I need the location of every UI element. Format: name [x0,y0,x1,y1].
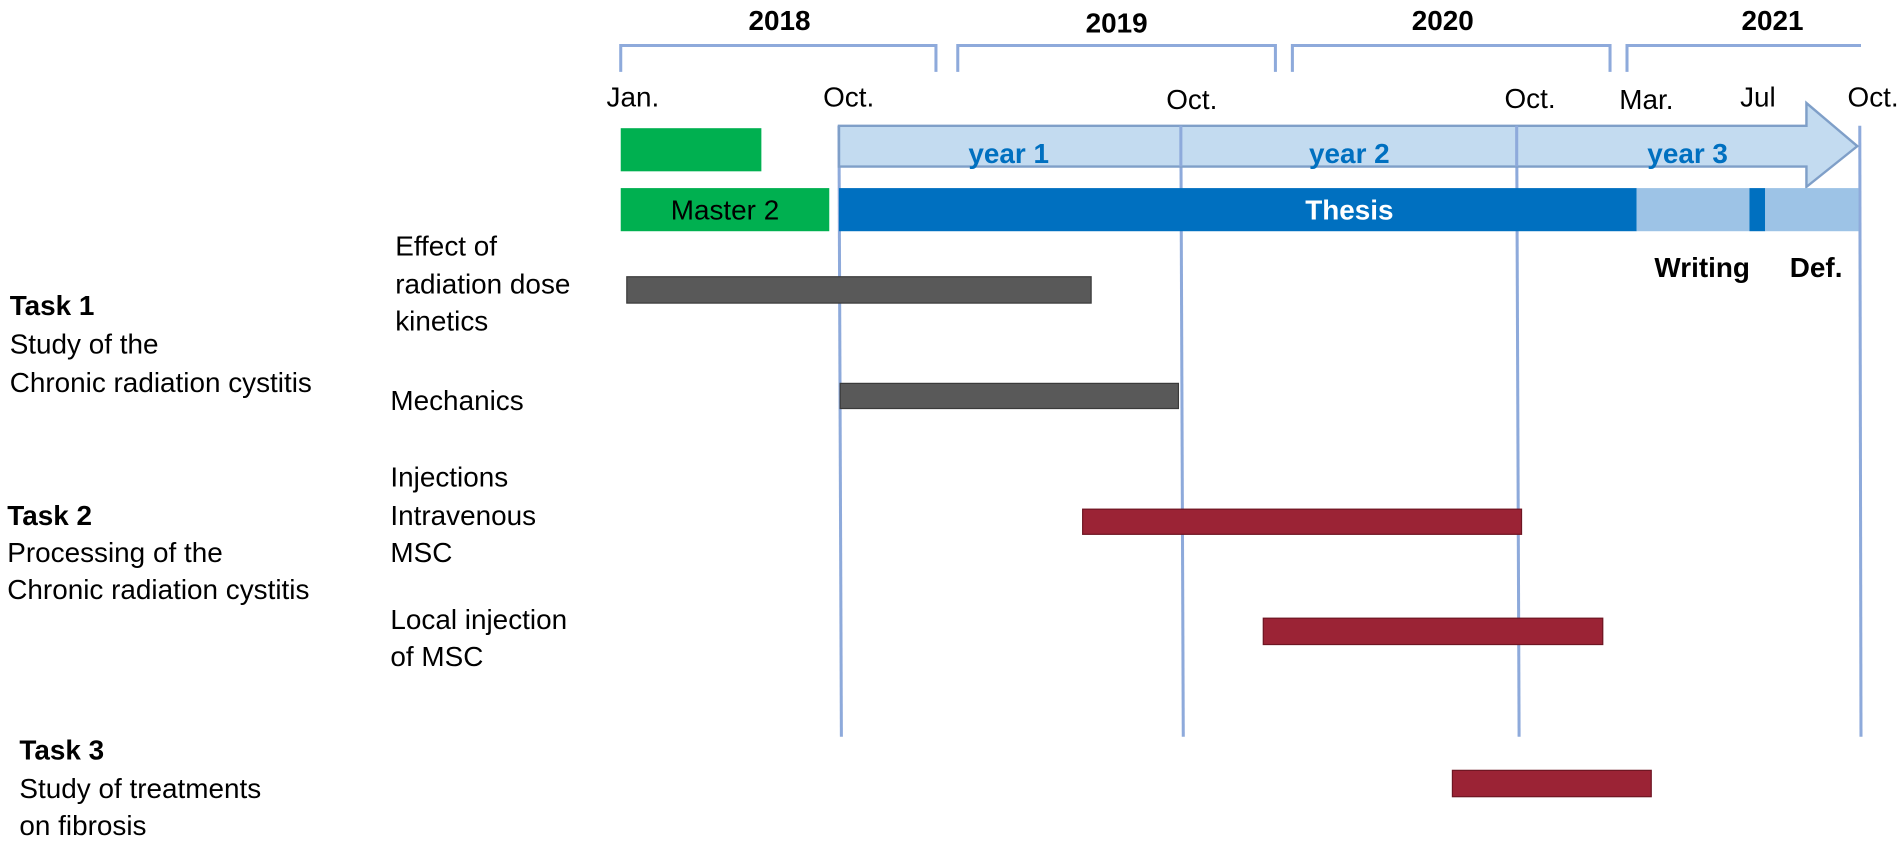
phase-label: year 3 [1647,138,1728,169]
writing-bar [1636,188,1750,232]
activity-label: Mechanics [390,385,523,416]
month-label: Jan. [606,82,659,113]
activity-label: radiation dose [395,269,570,300]
period-label: Writing [1654,252,1750,283]
defense-bar [1765,188,1859,232]
task-description: on fibrosis [19,810,146,841]
task-description: Chronic radiation cystitis [10,367,312,398]
activity-bar [1262,617,1604,646]
activity-label: MSC [390,537,452,568]
month-label: Mar. [1619,84,1673,115]
activity-bar [1082,508,1523,535]
period-label: Thesis [1305,194,1393,225]
phase-label: year 1 [968,138,1049,169]
year-arrow [837,100,1860,190]
activity-label: Intravenous [390,500,536,531]
period-label: Def. [1790,252,1843,283]
year-bracket [619,44,938,72]
task-description: Processing of the [7,537,222,568]
guide-line [1858,125,1863,737]
thesis-bar [838,188,1637,232]
year-label: 2019 [1086,8,1148,39]
master-2-bar [620,188,830,232]
activity-bar [626,276,1092,304]
year-label: 2021 [1741,5,1803,36]
activity-label: Injections [390,462,508,493]
year-bracket [1290,44,1612,72]
month-label: Oct. [1504,83,1555,114]
month-label: Oct. [823,82,874,113]
month-label: Jul [1740,82,1776,113]
master-1-bar [620,128,762,172]
task-title: Task 1 [10,290,95,321]
activity-label: kinetics [395,306,488,337]
task-description: Study of treatments [19,773,261,804]
year-bracket [1625,44,1861,72]
task-description: Chronic radiation cystitis [7,574,309,605]
activity-bar [839,382,1180,410]
task-title: Task 3 [19,735,104,766]
activity-label: Local injection [390,604,567,635]
activity-label: Effect of [395,230,497,261]
activity-label: of MSC [390,641,483,672]
year-label: 2018 [749,5,811,36]
phase-label: year 2 [1309,138,1390,169]
activity-bar [1451,769,1652,798]
month-label: Oct. [1166,84,1217,115]
year-label: 2020 [1412,5,1474,36]
period-label: Master 2 [671,194,779,225]
task-description: Study of the [10,329,159,360]
task-title: Task 2 [7,500,92,531]
gap-bar [1749,188,1766,232]
year-bracket [956,44,1277,72]
month-label: Oct. [1848,82,1899,113]
